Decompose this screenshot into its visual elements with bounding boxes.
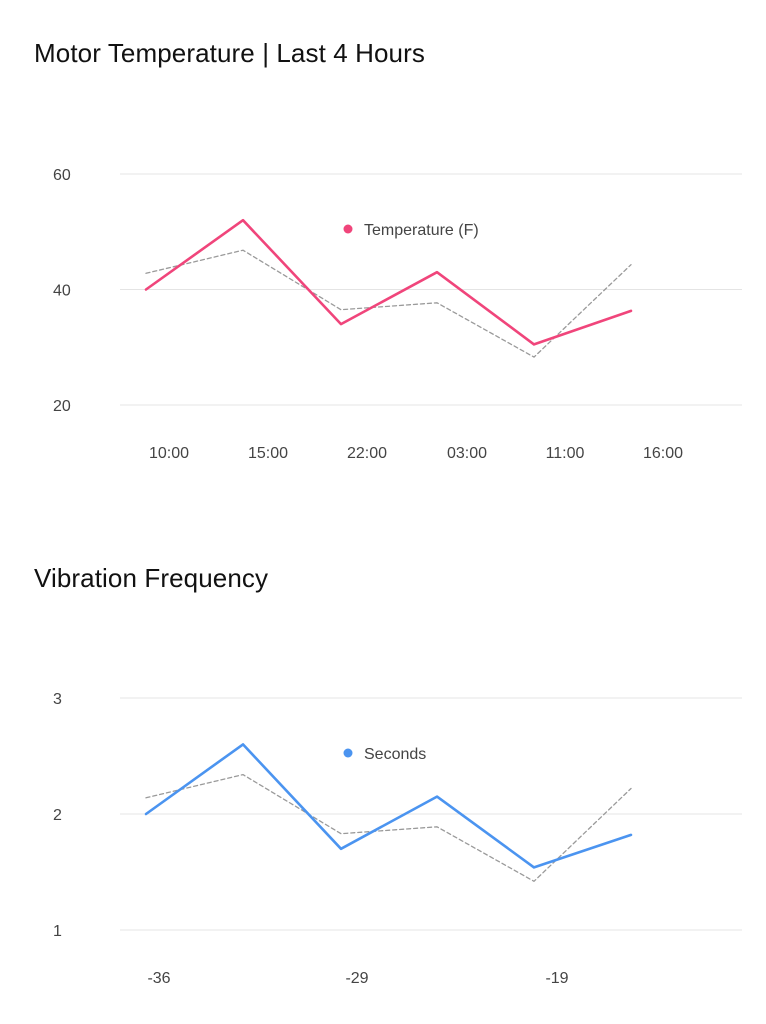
temp-x-tick-label: 22:00 xyxy=(347,445,387,462)
chart-title-temperature: Motor Temperature | Last 4 Hours xyxy=(34,38,425,68)
vib-x-tick-label: -29 xyxy=(345,970,368,987)
vib-series-line-main xyxy=(144,743,633,869)
temp-x-tick-label: 15:00 xyxy=(248,445,288,462)
temp-legend-label: Temperature (F) xyxy=(364,222,479,239)
temp-legend-marker xyxy=(343,224,353,234)
temp-y-tick-label: 40 xyxy=(53,283,71,300)
temp-y-tick-label: 20 xyxy=(53,398,71,415)
chart-title-vibration: Vibration Frequency xyxy=(34,563,269,593)
temp-x-tick-label: 10:00 xyxy=(149,445,189,462)
temp-y-tick-label: 60 xyxy=(53,167,71,184)
vib-legend-label: Seconds xyxy=(364,746,426,763)
temp-x-tick-label: 16:00 xyxy=(643,445,683,462)
vib-legend-marker xyxy=(343,748,353,758)
temp-x-tick-label: 11:00 xyxy=(546,445,585,462)
temperature-chart: 60 40 20 10:00 15:00 22:00 03:00 11:00 16:00 Temp… xyxy=(53,167,742,462)
temp-series-line-trend xyxy=(145,249,632,358)
vib-y-tick-label: 2 xyxy=(53,807,62,824)
temp-x-tick-label: 03:00 xyxy=(447,445,487,462)
temp-series-line-main xyxy=(144,218,633,346)
vib-y-tick-label: 3 xyxy=(53,691,62,708)
vib-series-line-trend xyxy=(145,773,632,882)
vib-x-tick-label: -19 xyxy=(545,970,568,987)
vib-y-tick-label: 1 xyxy=(53,923,62,940)
vib-x-tick-label: -36 xyxy=(147,970,170,987)
